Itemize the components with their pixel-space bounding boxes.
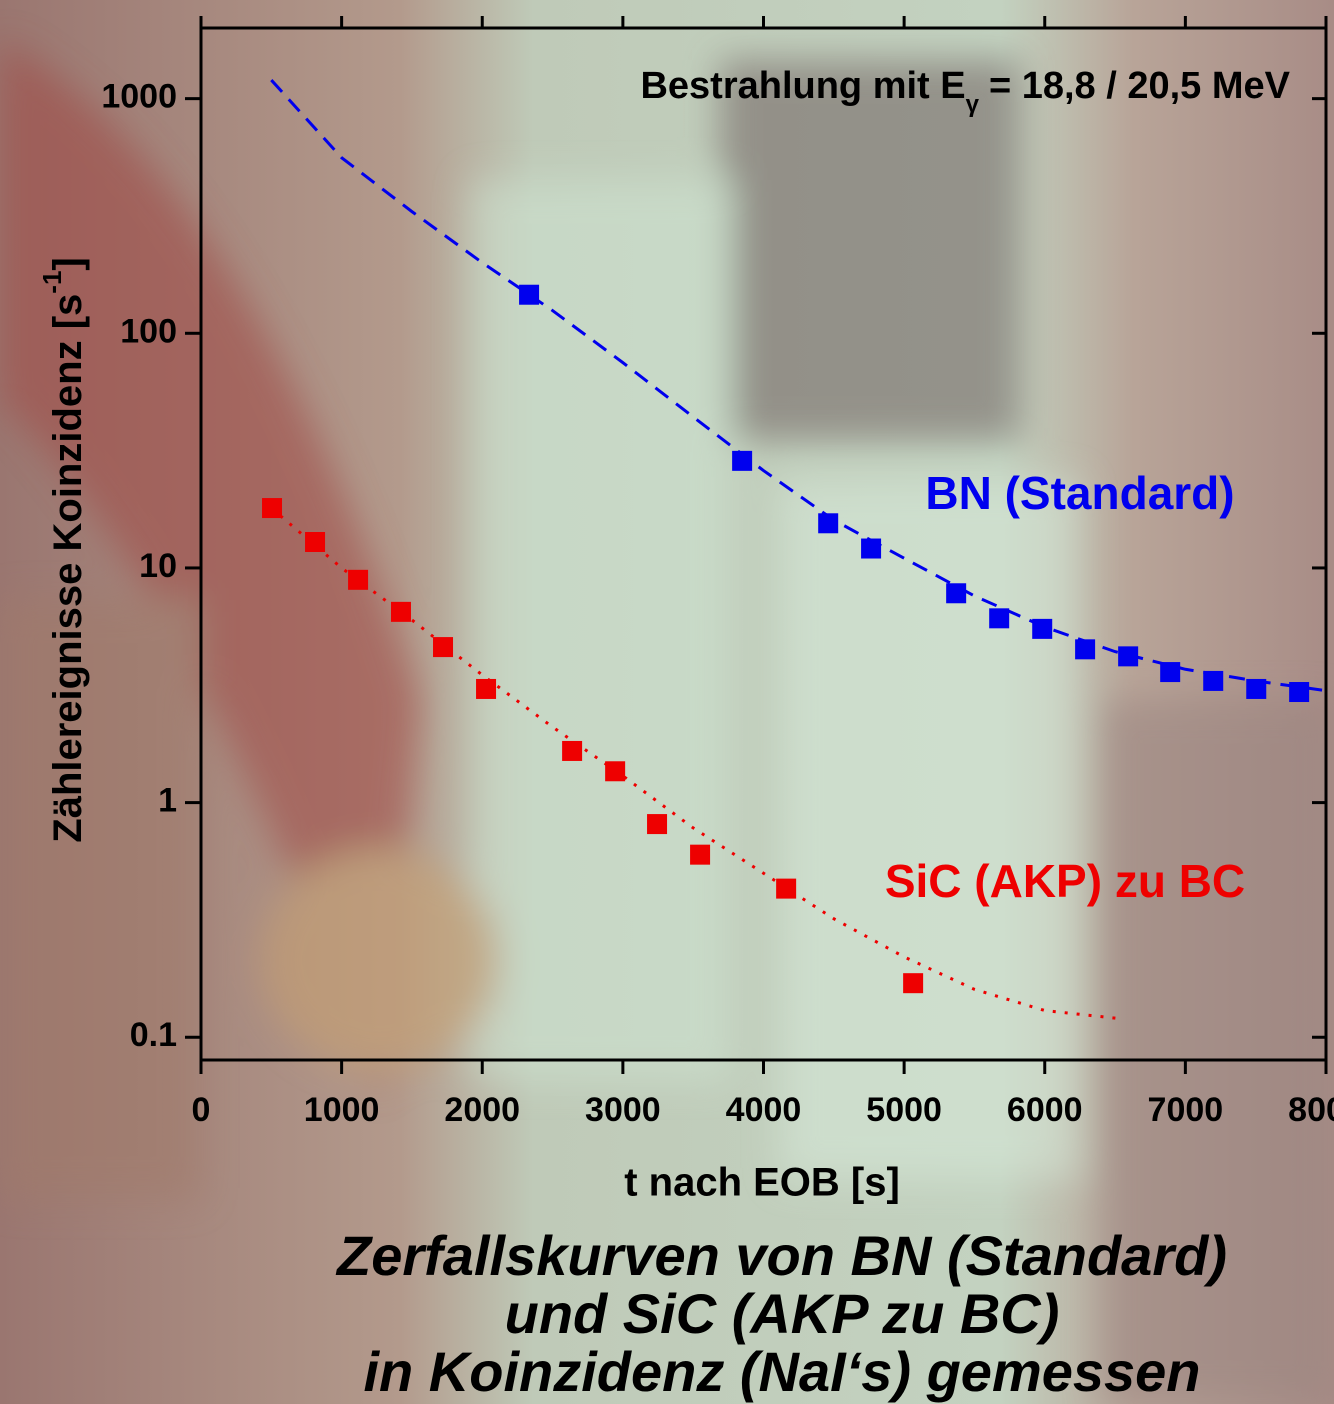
- caption: Zerfallskurven von BN (Standard) und SiC…: [335, 1224, 1227, 1403]
- x-tick-label: 7000: [1148, 1091, 1224, 1129]
- y-tick-label: 1: [158, 782, 177, 820]
- x-tick-label: 3000: [585, 1091, 661, 1129]
- y-axis-label-sup: -1: [37, 271, 67, 294]
- data-point: [562, 740, 583, 761]
- data-point: [390, 601, 411, 622]
- y-tick-label: 1000: [101, 78, 177, 116]
- annotation-text: = 18,8 / 20,5 MeV: [989, 65, 1291, 107]
- caption-line: in Koinzidenz (NaI‘s) gemessen: [363, 1340, 1200, 1403]
- x-tick-label: 8000: [1288, 1091, 1334, 1129]
- data-point: [348, 569, 369, 590]
- caption-line: und SiC (AKP zu BC): [505, 1282, 1060, 1345]
- data-point: [1203, 670, 1224, 691]
- y-axis-label-text: ]: [46, 257, 90, 270]
- data-point: [1246, 678, 1267, 699]
- data-point: [305, 531, 326, 552]
- data-point: [1118, 646, 1139, 667]
- x-tick-label: 1000: [304, 1091, 380, 1129]
- annotation-text: Bestrahlung mit E: [640, 65, 965, 107]
- background-photo: [0, 40, 1334, 1404]
- annotation: Bestrahlung mit Eγ = 18,8 / 20,5 MeV: [640, 65, 1290, 118]
- data-point: [776, 878, 797, 899]
- series-label: BN (Standard): [925, 467, 1234, 519]
- data-point: [903, 973, 924, 994]
- data-point: [433, 637, 454, 658]
- data-point: [1289, 682, 1310, 703]
- y-axis-label: Zählereignisse Koinzidenz [s-1]: [37, 257, 90, 842]
- fit-curve: [270, 79, 1327, 693]
- data-point: [262, 498, 283, 519]
- data-point: [519, 284, 540, 305]
- plot-area: 0 1000 2000 3000 4000 5000 6000 7000 8000 0.1 1 10 1…: [101, 16, 1334, 1129]
- y-tick-label: 10: [139, 547, 177, 585]
- data-point: [647, 814, 668, 835]
- data-point: [476, 678, 497, 699]
- data-point: [605, 761, 626, 782]
- y-tick-label: 100: [120, 312, 177, 350]
- x-tick-label: 0: [192, 1091, 211, 1129]
- data-point: [1032, 618, 1053, 639]
- x-tick-label: 4000: [726, 1091, 802, 1129]
- data-point: [690, 844, 711, 865]
- x-tick-label: 2000: [444, 1091, 520, 1129]
- series-label: SiC (AKP) zu BC: [885, 855, 1245, 907]
- x-axis-label: t nach EOB [s]: [624, 1161, 900, 1205]
- x-tick-label: 6000: [1007, 1091, 1083, 1129]
- data-point: [946, 583, 967, 604]
- data-point: [732, 450, 753, 471]
- annotation-sub: γ: [966, 91, 980, 118]
- data-point: [989, 608, 1010, 629]
- data-point: [861, 538, 882, 559]
- x-tick-label: 5000: [866, 1091, 942, 1129]
- data-point: [1160, 662, 1181, 683]
- data-point: [818, 513, 839, 534]
- y-axis-label-text: Zählereignisse Koinzidenz [s: [46, 294, 90, 843]
- y-tick-label: 0.1: [130, 1016, 177, 1054]
- data-point: [1075, 639, 1096, 660]
- fit-curve: [270, 506, 1121, 1021]
- caption-line: Zerfallskurven von BN (Standard): [335, 1224, 1227, 1287]
